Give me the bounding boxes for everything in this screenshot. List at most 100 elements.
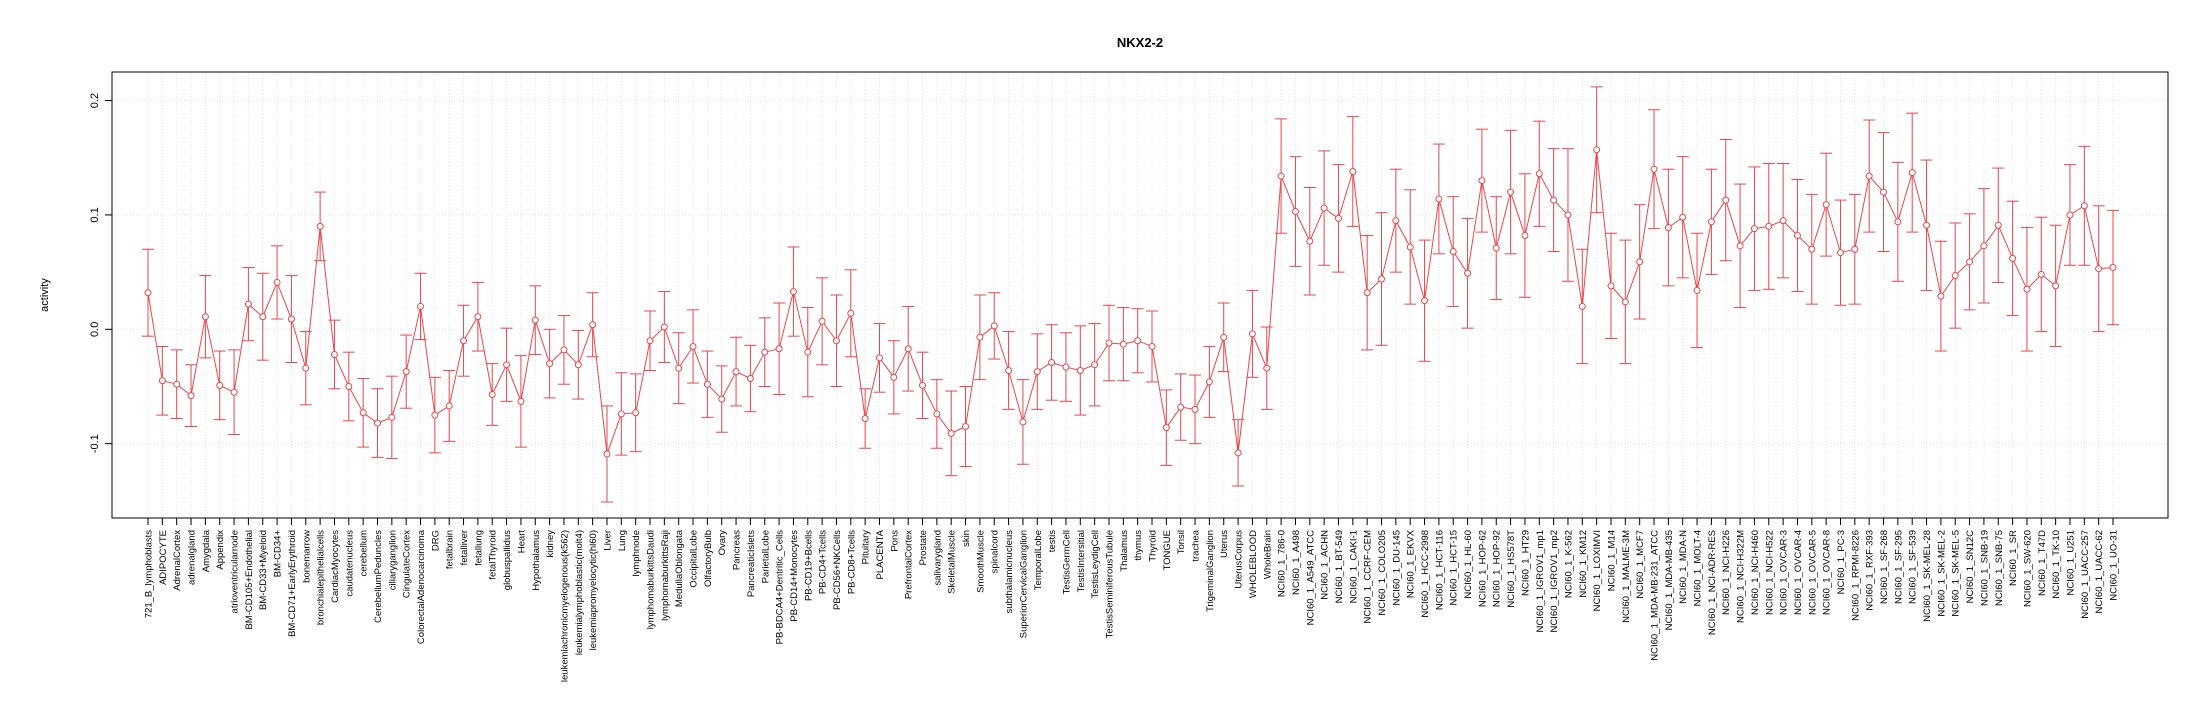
data-point [373,419,381,427]
data-point [675,364,683,372]
x-tick-label: NCI60_1_OVCAR-3 [1779,530,1790,615]
data-point [1421,297,1429,305]
data-point [2066,211,2074,219]
x-tick-label: NCI60_1_KM12 [1578,530,1589,598]
x-tick-label: Pons [889,530,900,552]
x-tick-label: PB-CD4+Tcells [818,530,829,594]
data-point [689,342,697,350]
data-point [187,392,195,400]
x-tick-label: NCI60_1_SNB-19 [1979,530,1990,606]
x-tick-label: NCI60_1_MDA-MB-435 [1664,530,1675,630]
x-tick-label: globuspallidus [502,530,513,590]
data-point [417,302,425,310]
data-point [1521,232,1529,240]
x-tick-label: Lung [617,530,628,551]
x-tick-label: subthalamicnucleus [1004,530,1015,614]
x-tick-label: atrioventricularnode [230,530,241,613]
data-point [2023,285,2031,293]
data-point [1177,403,1185,411]
data-point [933,410,941,418]
x-tick-label: fetallung [473,530,484,566]
x-tick-label: NCI60_1_SF-539 [1908,530,1919,604]
y-axis: -0.1 0.0 0.1 0.2 [89,93,112,453]
x-tick-label: NCI60_1_HCT-15 [1449,530,1460,606]
x-tick-label: adrenalgland [187,530,198,585]
x-tick-label: BM-CD34+ [273,530,284,578]
data-point [1320,204,1328,212]
x-tick-label: PB-CD14+Monocytes [789,530,800,622]
data-point [244,300,252,308]
x-tick-label: fetalliver [459,530,470,565]
data-point [1923,221,1931,229]
data-point [1851,245,1859,253]
x-tick-label: NCI60_1_PC-3 [1836,530,1847,594]
data-point [574,361,582,369]
data-point [144,289,152,297]
x-tick-label: NCI60_1_SR [2008,530,2019,586]
x-tick-label: leukemiapromyelocytic(hl60) [588,530,599,650]
x-tick-label: NCI60_1_HCT-116 [1434,530,1445,610]
data-point [1765,222,1773,230]
data-point [1435,195,1443,203]
data-point [1220,333,1228,341]
data-point [1650,165,1658,173]
data-point [890,373,898,381]
data-point [589,321,597,329]
x-tick-label: spinalcord [990,530,1001,573]
data-point [1392,217,1400,225]
x-tick-label: NCI60_1_HT29 [1520,530,1531,596]
data-point [1492,244,1500,252]
data-point [1550,196,1558,204]
data-point [1048,358,1056,366]
data-point [1822,201,1830,209]
series-line [147,149,2114,455]
x-tick-label: NCI60_1_SK-MEL-28 [1922,530,1933,622]
x-tick-label: NCI60_1_U251 [2065,530,2076,596]
x-tick-label: UterusCorpus [1234,530,1245,589]
data-point [488,390,496,398]
x-tick-label: ColorectalAdenocarcinoma [416,529,427,644]
x-tick-label: TestisSeminiferousTubule [1104,530,1115,638]
x-tick-label: NCI60_1_K-562 [1563,530,1574,598]
x-tick-label: lymphomaburkittsRaji [660,530,671,621]
data-point [517,397,525,405]
x-tick-label: BM-CD71+EarlyErythroid [287,530,298,637]
data-point [1248,330,1256,338]
data-point [1076,366,1084,374]
data-point [1119,340,1127,348]
x-tick-label: caudatenucleus [344,530,355,597]
data-point [1234,449,1242,457]
x-tick-label: NCI60_1_LOXIMVI [1592,530,1603,611]
data-point [2037,270,2045,278]
data-point [1191,405,1199,413]
data-point [445,402,453,410]
data-point [1578,302,1586,310]
x-tick-label: NCI60_1_SNB-75 [1994,530,2005,606]
x-tick-label: NCI60_1_SF-295 [1893,530,1904,604]
data-point [173,380,181,388]
data-point [603,450,611,458]
data-point [431,411,439,419]
x-tick-label: DRG [430,530,441,551]
x-tick-label: NCI60_1_UACC-62 [2094,530,2105,613]
x-tick-label: BM-CD33+Myeloid [258,530,269,610]
x-tick-label: NCI60_1_A498 [1291,530,1302,595]
data-point [2009,254,2017,262]
x-tick-label: leukemialymphoblastic(molt4) [574,530,585,655]
x-tick-label: CingulateCortex [402,530,413,598]
data-point [1019,418,1027,426]
data-point [718,395,726,403]
data-point [1894,218,1902,226]
data-point [1478,177,1486,185]
x-tick-label: Heart [516,530,527,554]
data-point [746,374,754,382]
x-tick-label: NCI60_1_786-0 [1277,530,1288,597]
data-point [1621,298,1629,306]
x-tick-label: NCI60_1_NCI-ADR-RES [1707,530,1718,635]
data-point [1880,188,1888,196]
x-tick-label: fetalThyroid [488,530,499,580]
x-tick-label: ParietalLobe [760,530,771,583]
x-tick-label: NCI60_1_DU-145 [1391,530,1402,606]
x-tick-label: NCI60_1_COLO205 [1377,530,1388,616]
data-point [216,381,224,389]
